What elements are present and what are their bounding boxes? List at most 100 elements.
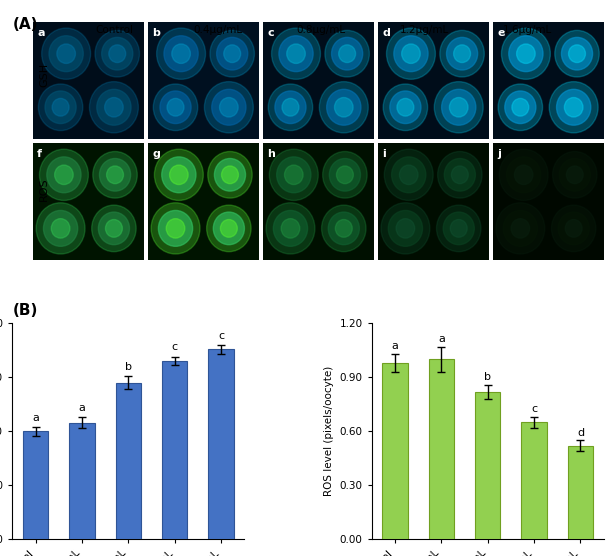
Circle shape: [323, 152, 367, 198]
Circle shape: [442, 90, 476, 125]
Circle shape: [496, 203, 545, 254]
Circle shape: [553, 152, 597, 198]
Circle shape: [95, 31, 139, 77]
Circle shape: [394, 36, 428, 72]
Y-axis label: ROS level (pixels/oocyte): ROS level (pixels/oocyte): [324, 366, 334, 497]
Bar: [208, 349, 234, 539]
Circle shape: [274, 211, 307, 246]
Circle shape: [109, 45, 126, 62]
Circle shape: [275, 91, 306, 123]
Circle shape: [331, 37, 363, 70]
Circle shape: [509, 36, 543, 72]
Text: 1.2μg/mL: 1.2μg/mL: [400, 25, 449, 35]
Circle shape: [434, 82, 483, 133]
Circle shape: [49, 36, 83, 72]
Bar: [521, 423, 547, 539]
Circle shape: [447, 37, 477, 70]
Circle shape: [511, 219, 530, 238]
Circle shape: [153, 84, 198, 131]
Circle shape: [266, 203, 315, 254]
Circle shape: [381, 203, 430, 254]
Circle shape: [326, 90, 361, 125]
Circle shape: [55, 165, 73, 185]
Text: h: h: [267, 149, 275, 159]
Bar: [116, 383, 141, 539]
Circle shape: [512, 98, 529, 116]
Circle shape: [206, 205, 251, 252]
Circle shape: [325, 31, 370, 77]
Circle shape: [505, 91, 536, 123]
Circle shape: [549, 82, 598, 133]
Circle shape: [89, 82, 139, 133]
Circle shape: [452, 166, 468, 183]
Circle shape: [383, 84, 428, 131]
Circle shape: [281, 219, 300, 238]
Circle shape: [334, 97, 353, 117]
Circle shape: [339, 45, 355, 62]
Circle shape: [36, 203, 85, 254]
Circle shape: [92, 205, 136, 252]
Bar: [382, 363, 408, 539]
Circle shape: [397, 98, 414, 116]
Text: c: c: [531, 404, 537, 414]
Circle shape: [57, 44, 75, 63]
Text: b: b: [152, 28, 160, 38]
Text: e: e: [497, 28, 505, 38]
Circle shape: [272, 28, 320, 80]
Circle shape: [503, 211, 537, 246]
Circle shape: [551, 205, 596, 252]
Circle shape: [282, 98, 299, 116]
Circle shape: [501, 28, 550, 80]
Circle shape: [166, 219, 185, 238]
Circle shape: [268, 84, 313, 131]
Circle shape: [399, 165, 418, 185]
Circle shape: [219, 97, 238, 117]
Circle shape: [450, 220, 467, 237]
Text: c: c: [218, 331, 224, 341]
Circle shape: [39, 149, 88, 200]
Circle shape: [51, 219, 70, 238]
Circle shape: [514, 165, 533, 185]
Circle shape: [158, 211, 193, 246]
Text: GSH: GSH: [39, 63, 49, 87]
Circle shape: [156, 28, 206, 80]
Circle shape: [443, 212, 474, 245]
Text: j: j: [497, 149, 501, 159]
Circle shape: [335, 220, 352, 237]
Text: 0.8μg/mL: 0.8μg/mL: [296, 25, 346, 35]
Bar: [568, 446, 593, 539]
Circle shape: [105, 97, 123, 117]
Circle shape: [279, 36, 313, 72]
Circle shape: [499, 149, 548, 200]
Text: g: g: [152, 149, 160, 159]
Text: a: a: [392, 341, 399, 351]
Circle shape: [557, 90, 591, 125]
Circle shape: [164, 36, 198, 72]
Circle shape: [93, 152, 137, 198]
Circle shape: [450, 97, 468, 117]
Circle shape: [162, 157, 196, 193]
Circle shape: [102, 37, 133, 70]
Text: c: c: [172, 342, 178, 353]
Text: i: i: [382, 149, 386, 159]
Circle shape: [38, 84, 83, 131]
Bar: [162, 361, 187, 539]
Circle shape: [205, 82, 253, 133]
Circle shape: [212, 90, 246, 125]
Circle shape: [319, 82, 368, 133]
Circle shape: [269, 149, 318, 200]
Text: (A): (A): [12, 17, 38, 32]
Circle shape: [437, 205, 481, 252]
Text: d: d: [577, 428, 584, 438]
Text: d: d: [382, 28, 390, 38]
Text: 0.4μg/mL: 0.4μg/mL: [193, 25, 242, 35]
Circle shape: [213, 212, 245, 245]
Circle shape: [97, 90, 131, 125]
Circle shape: [402, 44, 420, 63]
Circle shape: [45, 91, 76, 123]
Text: (B): (B): [12, 303, 38, 318]
Circle shape: [151, 203, 200, 254]
Bar: [23, 431, 48, 539]
Circle shape: [286, 44, 306, 63]
Circle shape: [169, 165, 188, 185]
